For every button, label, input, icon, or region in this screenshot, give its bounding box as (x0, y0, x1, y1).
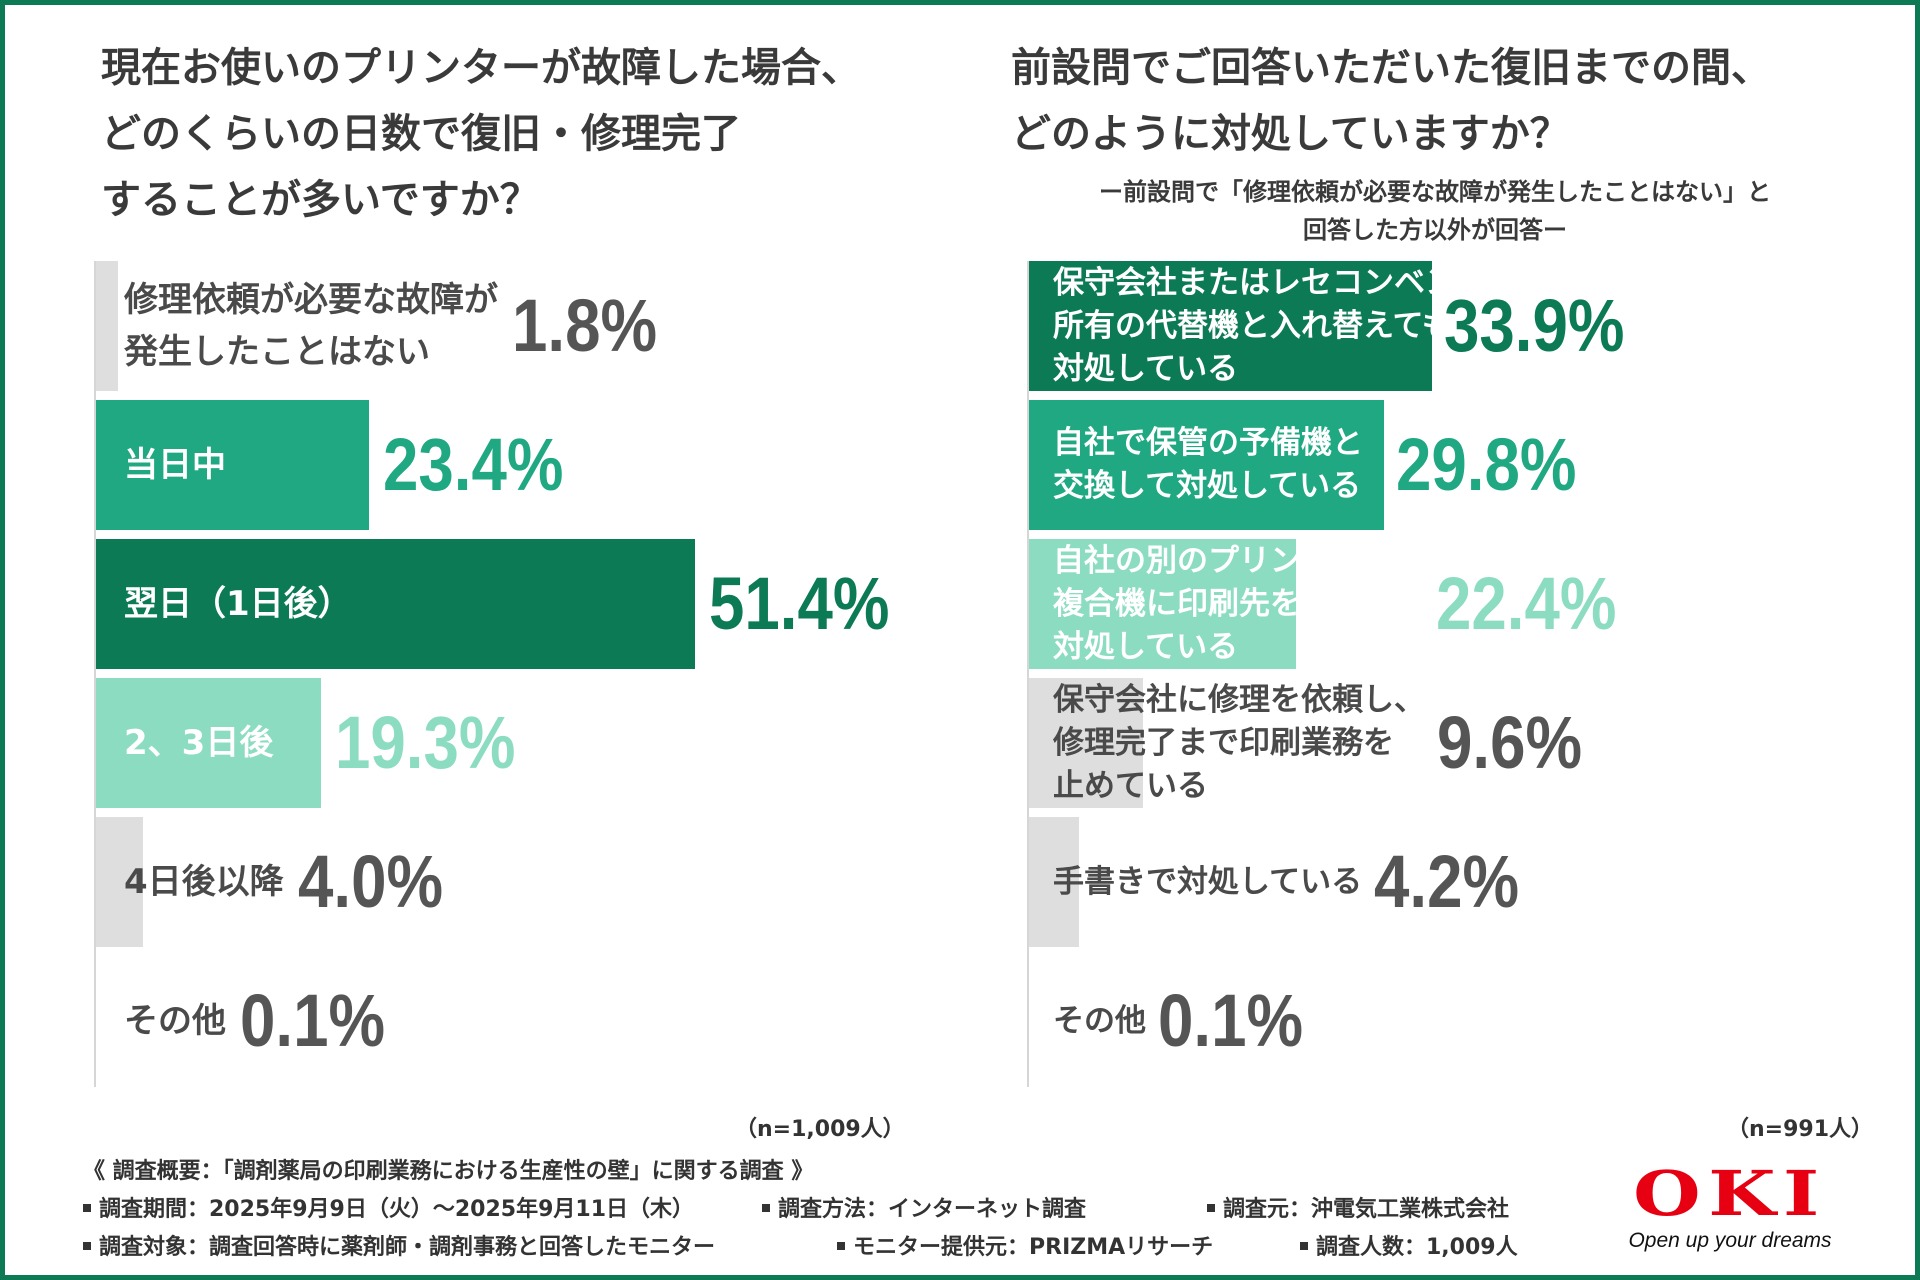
survey-method-text: 調査方法：インターネット調査 (778, 1197, 1087, 1222)
left-bar-label-2: 当日中 (124, 439, 226, 491)
right-bar-label-1-line-2: 所有の代替機と入れ替えてもらい (1053, 307, 1515, 344)
survey-method: 調査方法：インターネット調査 (762, 1191, 1086, 1223)
right-title-line-2: どのように対処していますか？ (1011, 111, 1570, 157)
left-bar-value-5: 4.0% (297, 840, 443, 923)
left-bar-value-2: 23.4% (382, 423, 564, 506)
left-bar-label-6: その他 (124, 995, 226, 1047)
logo-tagline: Open up your dreams (1628, 1229, 1832, 1252)
right-bar-label-3-line-1: 自社の別のプリンターや (1053, 542, 1394, 579)
right-bar-label-1-line-1: 保守会社またはレセコンベンダー (1053, 264, 1518, 301)
left-bar-value-4: 19.3% (334, 701, 516, 784)
left-bar-3 (96, 539, 695, 669)
left-bar-value-3: 51.4% (708, 562, 890, 645)
left-title-line-3: することが多いですか？ (101, 177, 540, 223)
bullet-icon (1300, 1242, 1308, 1250)
right-bar-2 (1029, 400, 1384, 530)
survey-count-text: 調査人数：1,009人 (1316, 1235, 1518, 1260)
left-bar-label-6-line-1: その他 (124, 1001, 226, 1041)
right-bar-label-2-line-1: 自社で保管の予備機と (1053, 425, 1363, 461)
left-bar-2 (96, 400, 369, 530)
right-subtitle-line-1: ー前設問で「修理依頼が必要な故障が発生したことはない」と (1099, 178, 1771, 206)
left-bar-4 (96, 678, 321, 808)
right-bar-label-2-line-2: 交換して対処している (1053, 468, 1362, 504)
right-axis-line (1027, 261, 1029, 1087)
right-bar-5 (1029, 817, 1079, 947)
right-bar-label-1-line-3: 対処している (1053, 350, 1239, 387)
right-bar-label-4-line-3: 止めている (1053, 767, 1208, 804)
left-chart-title: 現在お使いのプリンターが故障した場合、 どのくらいの日数で復旧・修理完了 するこ… (101, 35, 861, 233)
left-bar-label-5: 4日後以降 (124, 856, 284, 908)
survey-source: 調査元：沖電気工業株式会社 (1207, 1191, 1509, 1223)
right-chart-subtitle: ー前設問で「修理依頼が必要な故障が発生したことはない」と 回答した方以外が回答ー (1025, 173, 1845, 249)
right-bar-label-6-line-1: その他 (1053, 1002, 1146, 1039)
left-bar-label-5-line-1: 4日後以降 (124, 862, 284, 902)
left-bar-label-4-line-1: 2、3日後 (124, 723, 274, 763)
right-chart-title: 前設問でご回答いただいた復旧までの間、 どのように対処していますか？ (1011, 35, 1771, 167)
survey-target: 調査対象：調査回答時に薬剤師・調剤事務と回答したモニター (83, 1229, 715, 1261)
right-bar-4 (1029, 678, 1144, 808)
survey-period: 調査期間：2025年9月9日（火）～2025年9月11日（木） (83, 1191, 694, 1223)
left-bar-label-3-line-1: 翌日（1日後） (124, 584, 352, 624)
right-bar-label-3-line-2: 複合機に印刷先を変更して (1053, 585, 1425, 622)
survey-provider-text: モニター提供元：PRIZMAリサーチ (853, 1235, 1214, 1260)
left-sample-size: （n=1,009人） (735, 1117, 905, 1142)
left-bar-6 (96, 956, 118, 1086)
bullet-icon (1207, 1204, 1215, 1212)
oki-logo: OKI Open up your dreams (1615, 1163, 1845, 1253)
right-bar-label-3: 自社の別のプリンターや 複合機に印刷先を変更して 対処している (1053, 540, 1424, 669)
right-bar-label-4: 保守会社に修理を依頼し、 修理完了まで印刷業務を 止めている (1053, 679, 1425, 808)
right-bar-value-3: 22.4% (1436, 562, 1617, 645)
survey-count: 調査人数：1,009人 (1300, 1229, 1518, 1261)
right-sample-size: （n=991人） (1727, 1117, 1874, 1142)
right-bar-value-4: 9.6% (1437, 701, 1583, 784)
left-bar-value-6: 0.1% (240, 979, 386, 1062)
right-bar-label-3-line-3: 対処している (1053, 628, 1239, 665)
right-bar-3 (1029, 539, 1296, 669)
right-bar-label-5-line-1: 手書きで対処している (1053, 863, 1363, 900)
survey-period-text: 調査期間：2025年9月9日（火）～2025年9月11日（木） (99, 1197, 695, 1222)
survey-provider: モニター提供元：PRIZMAリサーチ (837, 1229, 1213, 1261)
right-bar-value-5: 4.2% (1374, 840, 1520, 923)
logo-mark: OKI (1633, 1157, 1827, 1230)
right-bar-label-1: 保守会社またはレセコンベンダー 所有の代替機と入れ替えてもらい 対処している (1053, 262, 1518, 391)
bullet-icon (83, 1204, 91, 1212)
left-title-line-2: どのくらいの日数で復旧・修理完了 (101, 111, 741, 157)
right-bar-label-2: 自社で保管の予備機と 交換して対処している (1053, 422, 1363, 508)
right-bar-label-5: 手書きで対処している (1053, 861, 1362, 904)
right-bar-1 (1029, 261, 1433, 391)
bullet-icon (762, 1204, 770, 1212)
left-axis-line (94, 261, 96, 1087)
right-subtitle-line-2: 回答した方以外が回答ー (1303, 216, 1567, 244)
left-bar-label-3: 翌日（1日後） (124, 578, 352, 630)
bullet-icon (83, 1242, 91, 1250)
survey-source-text: 調査元：沖電気工業株式会社 (1223, 1197, 1510, 1222)
left-bar-5 (96, 817, 143, 947)
right-bar-label-4-line-2: 修理完了まで印刷業務を (1053, 724, 1394, 761)
left-bar-label-1-line-2: 発生したことはない (124, 332, 430, 372)
left-title-line-1: 現在お使いのプリンターが故障した場合、 (101, 45, 861, 91)
right-title-line-1: 前設問でご回答いただいた復旧までの間、 (1011, 45, 1771, 91)
right-bar-label-6: その他 (1053, 1000, 1146, 1043)
right-bar-6 (1029, 956, 1051, 1086)
left-bar-label-1-line-1: 修理依頼が必要な故障が (124, 280, 498, 320)
survey-header: 《 調査概要：「調剤薬局の印刷業務における生産性の壁」に関する調査 》 (83, 1159, 814, 1184)
left-bar-label-1: 修理依頼が必要な故障が 発生したことはない (124, 274, 498, 378)
right-bar-value-6: 0.1% (1158, 979, 1304, 1062)
left-bar-label-4: 2、3日後 (124, 717, 273, 769)
right-bar-label-4-line-1: 保守会社に修理を依頼し、 (1053, 681, 1425, 718)
bullet-icon (837, 1242, 845, 1250)
survey-target-text: 調査対象：調査回答時に薬剤師・調剤事務と回答したモニター (99, 1235, 716, 1260)
left-bar-1 (96, 261, 118, 391)
right-bar-value-2: 29.8% (1395, 423, 1577, 506)
left-bar-value-1: 1.8% (512, 284, 658, 367)
left-bar-label-2-line-1: 当日中 (124, 445, 226, 485)
right-bar-value-1: 33.9% (1444, 284, 1625, 367)
